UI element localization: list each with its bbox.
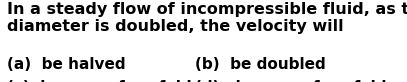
Text: (b)  be doubled: (b) be doubled: [195, 57, 326, 72]
Text: (d)  decrease four fold: (d) decrease four fold: [195, 80, 387, 82]
Text: (a)  be halved: (a) be halved: [7, 57, 126, 72]
Text: In a steady flow of incompressible fluid, as the
diameter is doubled, the veloci: In a steady flow of incompressible fluid…: [7, 2, 407, 34]
Text: (c)  increase four fold: (c) increase four fold: [7, 80, 192, 82]
